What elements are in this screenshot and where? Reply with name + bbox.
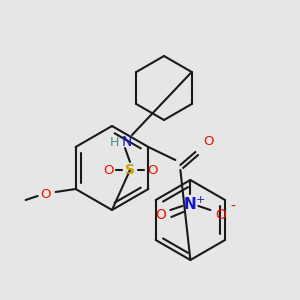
- Text: H: H: [109, 136, 119, 148]
- Text: O: O: [203, 136, 214, 148]
- Text: +: +: [196, 195, 205, 205]
- Text: N: N: [122, 135, 132, 149]
- Text: O: O: [103, 164, 113, 176]
- Text: O: O: [155, 208, 166, 222]
- Text: -: -: [230, 200, 235, 214]
- Text: S: S: [125, 163, 135, 177]
- Text: O: O: [147, 164, 157, 176]
- Text: N: N: [184, 197, 197, 212]
- Text: O: O: [40, 188, 51, 200]
- Text: O: O: [215, 208, 226, 222]
